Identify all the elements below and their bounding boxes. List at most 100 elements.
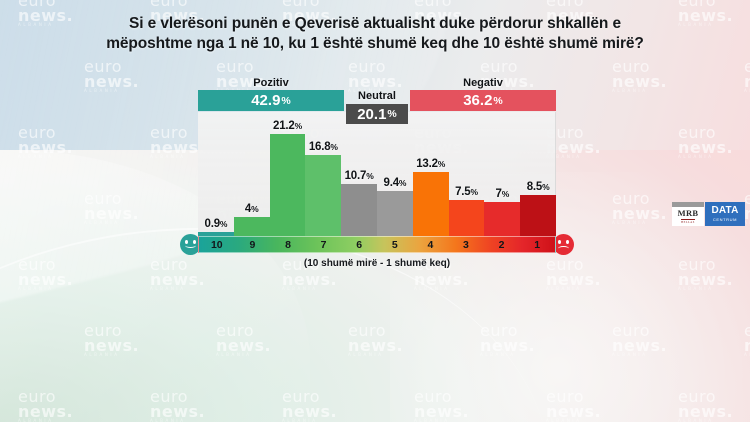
bar-value-label: 21.2% [273, 119, 302, 132]
summary-value-positive: 42.9 [251, 92, 281, 109]
legend-label-neutral: Neutral [358, 90, 396, 102]
bar-value-label: 8.5% [526, 181, 550, 194]
scale-tick: 9 [249, 238, 256, 251]
datacentrum-logo-title: DATA [711, 205, 739, 216]
scale-tick: 8 [285, 238, 291, 251]
scale-note: (10 shumë mirë - 1 shumë keq) [303, 258, 451, 269]
summary-bar-negative: 36.2 % [410, 90, 556, 111]
bar-rect [412, 172, 449, 236]
mrb-logo-subtitle: HELLAS [681, 219, 695, 224]
datacentrum-logo: DATA CENTRUM [705, 202, 745, 226]
bar-value-label: 7.5% [455, 185, 478, 198]
logo-group: MRB HELLAS DATA CENTRUM [672, 202, 745, 226]
mrb-logo-title: MRB [677, 208, 699, 218]
legend-label-positive: Pozitiv [253, 77, 289, 89]
percent-symbol: % [493, 94, 503, 107]
percent-symbol: % [281, 94, 291, 107]
bar-rect [198, 231, 234, 236]
bar-rect [520, 195, 556, 236]
summary-value-negative: 36.2 [463, 92, 493, 109]
scale-tick: 4 [427, 238, 434, 251]
bar-rect [269, 133, 306, 236]
bar-value-label: 10.7% [344, 170, 374, 183]
scale-tick: 6 [356, 238, 363, 251]
bar-item: 10.7% [341, 112, 377, 236]
bar-item: 21.2% [269, 112, 306, 236]
page-title-line-1: Si e vlerësoni punën e Qeverisë aktualis… [128, 15, 622, 32]
scale-axis: 10 9 8 7 6 5 4 3 2 1 [198, 236, 556, 253]
percent-symbol: % [387, 108, 397, 120]
scale-tick: 7 [320, 238, 327, 251]
bar-rect [448, 199, 485, 236]
bar-rect [484, 202, 521, 236]
page-title-line-2: mëposhtme nga 1 në 10, ku 1 është shumë … [106, 35, 644, 53]
happy-face-icon [180, 234, 201, 255]
bar-value-label: 7% [495, 188, 510, 201]
scale-tick: 2 [498, 238, 505, 251]
bar-rect [376, 190, 413, 236]
bar-item: 16.8% [305, 112, 342, 236]
bar-item: 7% [484, 112, 521, 236]
bar-rect [305, 155, 342, 236]
scale-tick: 1 [534, 238, 541, 251]
scale-tick: 5 [391, 238, 398, 251]
bar-series: 0.9% 4% 21.2% 16.8% 10.7% 9.4% 13.2% 7.5% 7% 8.5% [198, 112, 556, 236]
summary-bar-positive: 42.9 % [198, 90, 344, 111]
bar-item: 7.5% [448, 112, 485, 236]
bar-rect [341, 184, 377, 236]
mrb-logo: MRB HELLAS [672, 202, 704, 226]
bar-value-label: 9.4% [383, 176, 407, 189]
scale-tick: 10 [210, 238, 223, 251]
bar-item: 0.9% [198, 112, 234, 236]
bar-item: 9.4% [376, 112, 413, 236]
bar-item: 4% [233, 112, 270, 236]
bar-rect [233, 216, 270, 236]
bar-value-label: 0.9% [204, 217, 228, 230]
bar-item: 8.5% [520, 112, 556, 236]
bar-value-label: 4% [244, 202, 259, 215]
sad-face-icon [553, 234, 574, 255]
scale-tick: 3 [463, 238, 469, 251]
bar-value-label: 16.8% [308, 141, 338, 154]
summary-value-neutral: 20.1 [357, 105, 387, 123]
page-title: Si e vlerësoni punën e Qeverisë aktualis… [0, 14, 750, 55]
bar-item: 13.2% [412, 112, 449, 236]
legend-label-negative: Negativ [463, 77, 503, 89]
bar-value-label: 13.2% [416, 158, 446, 171]
summary-bar-neutral: 20.1 % [346, 104, 408, 124]
